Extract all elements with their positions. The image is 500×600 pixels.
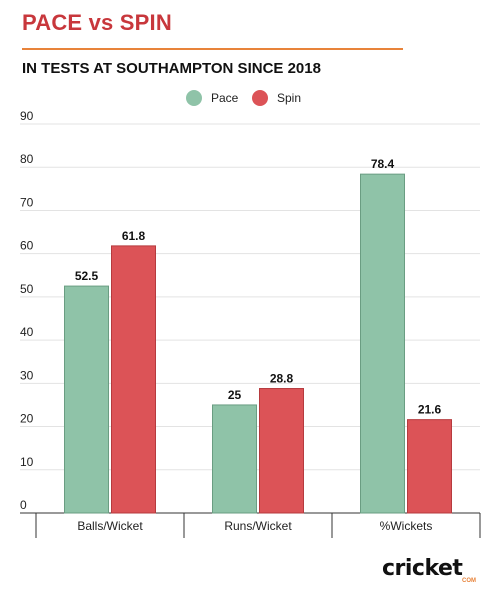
page-title: PACE vs SPIN [22, 10, 172, 35]
data-label: 25 [228, 388, 242, 402]
y-tick-label: 0 [20, 498, 27, 512]
page-subtitle: IN TESTS AT SOUTHAMPTON SINCE 2018 [22, 60, 321, 77]
bar-spin [407, 419, 452, 514]
y-tick-label: 70 [20, 195, 34, 209]
y-tick-label: 50 [20, 282, 34, 296]
brand-wordmark: cricket [382, 556, 463, 581]
legend-swatch-pace [186, 90, 202, 106]
brand-suffix: COM [462, 578, 476, 584]
y-tick-label: 10 [20, 455, 34, 469]
title-rule [22, 48, 403, 50]
brand-logo: cricket COM [382, 556, 482, 588]
data-label: 61.8 [122, 229, 146, 243]
x-tick-label: Balls/Wicket [77, 519, 143, 533]
x-tick-label: Runs/Wicket [224, 519, 292, 533]
bar-spin [259, 388, 304, 514]
legend-label-spin: Spin [277, 91, 302, 105]
legend-label-pace: Pace [211, 91, 239, 105]
x-tick-label: %Wickets [380, 519, 433, 533]
legend-item-spin: Spin [252, 90, 301, 106]
bar-spin [111, 245, 156, 514]
y-tick-label: 20 [20, 412, 34, 426]
y-tick-label: 40 [20, 325, 34, 339]
data-label: 52.5 [75, 269, 99, 283]
chart-legend: Pace Spin [0, 90, 500, 108]
data-label: 21.6 [418, 403, 442, 417]
bar-pace [212, 404, 257, 514]
data-label: 28.8 [270, 372, 294, 386]
y-tick-label: 60 [20, 239, 34, 253]
y-tick-label: 90 [20, 109, 34, 123]
y-tick-label: 80 [20, 152, 34, 166]
bar-pace [360, 173, 405, 514]
y-tick-label: 30 [20, 368, 34, 382]
legend-swatch-spin [252, 90, 268, 106]
bar-pace [64, 285, 109, 514]
data-label: 78.4 [371, 157, 395, 171]
legend-item-pace: Pace [186, 90, 238, 106]
